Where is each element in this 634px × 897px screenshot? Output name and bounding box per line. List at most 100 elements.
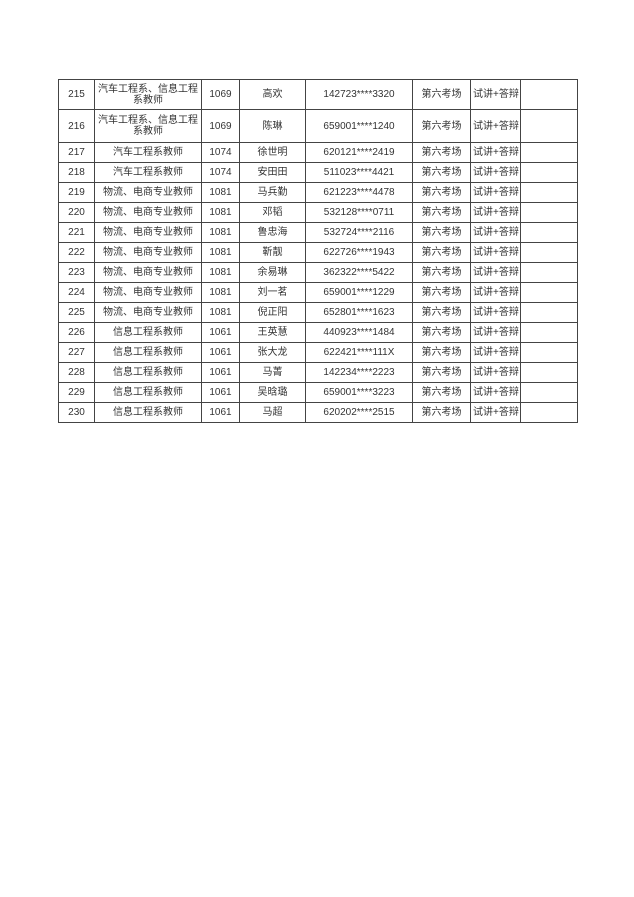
id-number-cell: 659001****3223 bbox=[305, 382, 413, 403]
position-cell: 物流、电商专业教师 bbox=[94, 202, 202, 223]
table-row: 229 信息工程系教师 1061 吴晗璐 659001****3223 第六考场 试讲+答辩 bbox=[58, 382, 578, 403]
table-row: 224 物流、电商专业教师 1081 刘一茗 659001****1229 第六考场 试讲+… bbox=[58, 282, 578, 303]
position-code-cell: 1061 bbox=[201, 342, 240, 363]
row-number-cell: 220 bbox=[58, 202, 95, 223]
exam-room-cell: 第六考场 bbox=[412, 242, 471, 263]
candidate-name-cell: 吴晗璐 bbox=[239, 382, 306, 403]
exam-room-cell: 第六考场 bbox=[412, 282, 471, 303]
id-number-cell: 652801****1623 bbox=[305, 302, 413, 323]
exam-mode-cell: 试讲+答辩 bbox=[470, 202, 521, 223]
exam-room-cell: 第六考场 bbox=[412, 402, 471, 423]
candidate-name-cell: 高欢 bbox=[239, 79, 306, 110]
remarks-cell bbox=[520, 109, 578, 143]
row-number-cell: 216 bbox=[58, 109, 95, 143]
row-number-cell: 219 bbox=[58, 182, 95, 203]
remarks-cell bbox=[520, 142, 578, 163]
position-code-cell: 1081 bbox=[201, 242, 240, 263]
candidate-table: 215 汽车工程系、信息工程系教师 1069 高欢 142723****3320 第六考场… bbox=[58, 79, 578, 423]
exam-room-cell: 第六考场 bbox=[412, 302, 471, 323]
candidate-name-cell: 马超 bbox=[239, 402, 306, 423]
exam-room-cell: 第六考场 bbox=[412, 162, 471, 183]
id-number-cell: 620202****2515 bbox=[305, 402, 413, 423]
candidate-name-cell: 倪正阳 bbox=[239, 302, 306, 323]
candidate-name-cell: 鲁忠海 bbox=[239, 222, 306, 243]
exam-room-cell: 第六考场 bbox=[412, 142, 471, 163]
row-number-cell: 226 bbox=[58, 322, 95, 343]
row-number-cell: 217 bbox=[58, 142, 95, 163]
remarks-cell bbox=[520, 222, 578, 243]
table-row: 226 信息工程系教师 1061 王英慧 440923****1484 第六考场 试讲+答辩 bbox=[58, 322, 578, 343]
position-cell: 信息工程系教师 bbox=[94, 322, 202, 343]
remarks-cell bbox=[520, 342, 578, 363]
position-code-cell: 1061 bbox=[201, 362, 240, 383]
table-row: 227 信息工程系教师 1061 张大龙 622421****111X 第六考场 试讲+答辩 bbox=[58, 342, 578, 363]
exam-mode-cell: 试讲+答辩 bbox=[470, 322, 521, 343]
exam-mode-cell: 试讲+答辩 bbox=[470, 362, 521, 383]
exam-mode-cell: 试讲+答辩 bbox=[470, 382, 521, 403]
row-number-cell: 225 bbox=[58, 302, 95, 323]
id-number-cell: 659001****1240 bbox=[305, 109, 413, 143]
exam-room-cell: 第六考场 bbox=[412, 262, 471, 283]
id-number-cell: 511023****4421 bbox=[305, 162, 413, 183]
table-row: 225 物流、电商专业教师 1081 倪正阳 652801****1623 第六考场 试讲+… bbox=[58, 302, 578, 323]
exam-mode-cell: 试讲+答辩 bbox=[470, 262, 521, 283]
remarks-cell bbox=[520, 362, 578, 383]
candidate-name-cell: 余易琳 bbox=[239, 262, 306, 283]
row-number-cell: 224 bbox=[58, 282, 95, 303]
position-cell: 汽车工程系、信息工程系教师 bbox=[94, 109, 202, 143]
position-cell: 汽车工程系教师 bbox=[94, 142, 202, 163]
id-number-cell: 440923****1484 bbox=[305, 322, 413, 343]
exam-room-cell: 第六考场 bbox=[412, 202, 471, 223]
exam-mode-cell: 试讲+答辩 bbox=[470, 242, 521, 263]
position-cell: 信息工程系教师 bbox=[94, 402, 202, 423]
exam-mode-cell: 试讲+答辩 bbox=[470, 162, 521, 183]
candidate-name-cell: 邓韬 bbox=[239, 202, 306, 223]
id-number-cell: 362322****5422 bbox=[305, 262, 413, 283]
candidate-name-cell: 马兵勤 bbox=[239, 182, 306, 203]
position-cell: 信息工程系教师 bbox=[94, 382, 202, 403]
position-code-cell: 1081 bbox=[201, 302, 240, 323]
remarks-cell bbox=[520, 302, 578, 323]
position-code-cell: 1074 bbox=[201, 162, 240, 183]
id-number-cell: 621223****4478 bbox=[305, 182, 413, 203]
position-cell: 物流、电商专业教师 bbox=[94, 282, 202, 303]
row-number-cell: 221 bbox=[58, 222, 95, 243]
position-cell: 物流、电商专业教师 bbox=[94, 222, 202, 243]
position-code-cell: 1081 bbox=[201, 262, 240, 283]
table-row: 228 信息工程系教师 1061 马菁 142234****2223 第六考场 试讲+答辩 bbox=[58, 362, 578, 383]
position-code-cell: 1069 bbox=[201, 109, 240, 143]
exam-room-cell: 第六考场 bbox=[412, 382, 471, 403]
candidate-name-cell: 王英慧 bbox=[239, 322, 306, 343]
position-code-cell: 1074 bbox=[201, 142, 240, 163]
candidate-name-cell: 马菁 bbox=[239, 362, 306, 383]
row-number-cell: 227 bbox=[58, 342, 95, 363]
position-code-cell: 1081 bbox=[201, 182, 240, 203]
exam-room-cell: 第六考场 bbox=[412, 342, 471, 363]
table-row: 223 物流、电商专业教师 1081 余易琳 362322****5422 第六考场 试讲+… bbox=[58, 262, 578, 283]
position-code-cell: 1081 bbox=[201, 222, 240, 243]
id-number-cell: 622421****111X bbox=[305, 342, 413, 363]
row-number-cell: 228 bbox=[58, 362, 95, 383]
id-number-cell: 622726****1943 bbox=[305, 242, 413, 263]
position-cell: 物流、电商专业教师 bbox=[94, 262, 202, 283]
remarks-cell bbox=[520, 382, 578, 403]
exam-room-cell: 第六考场 bbox=[412, 109, 471, 143]
id-number-cell: 659001****1229 bbox=[305, 282, 413, 303]
remarks-cell bbox=[520, 242, 578, 263]
exam-mode-cell: 试讲+答辩 bbox=[470, 142, 521, 163]
table-row: 216 汽车工程系、信息工程系教师 1069 陈琳 659001****1240 第六考场… bbox=[58, 109, 578, 143]
remarks-cell bbox=[520, 282, 578, 303]
position-cell: 汽车工程系教师 bbox=[94, 162, 202, 183]
table-row: 215 汽车工程系、信息工程系教师 1069 高欢 142723****3320 第六考场… bbox=[58, 79, 578, 110]
exam-mode-cell: 试讲+答辩 bbox=[470, 79, 521, 110]
position-cell: 物流、电商专业教师 bbox=[94, 182, 202, 203]
position-cell: 信息工程系教师 bbox=[94, 362, 202, 383]
position-cell: 物流、电商专业教师 bbox=[94, 302, 202, 323]
exam-mode-cell: 试讲+答辩 bbox=[470, 222, 521, 243]
remarks-cell bbox=[520, 202, 578, 223]
position-code-cell: 1061 bbox=[201, 382, 240, 403]
remarks-cell bbox=[520, 262, 578, 283]
exam-mode-cell: 试讲+答辩 bbox=[470, 109, 521, 143]
table-row: 220 物流、电商专业教师 1081 邓韬 532128****0711 第六考场 试讲+答… bbox=[58, 202, 578, 223]
exam-mode-cell: 试讲+答辩 bbox=[470, 402, 521, 423]
